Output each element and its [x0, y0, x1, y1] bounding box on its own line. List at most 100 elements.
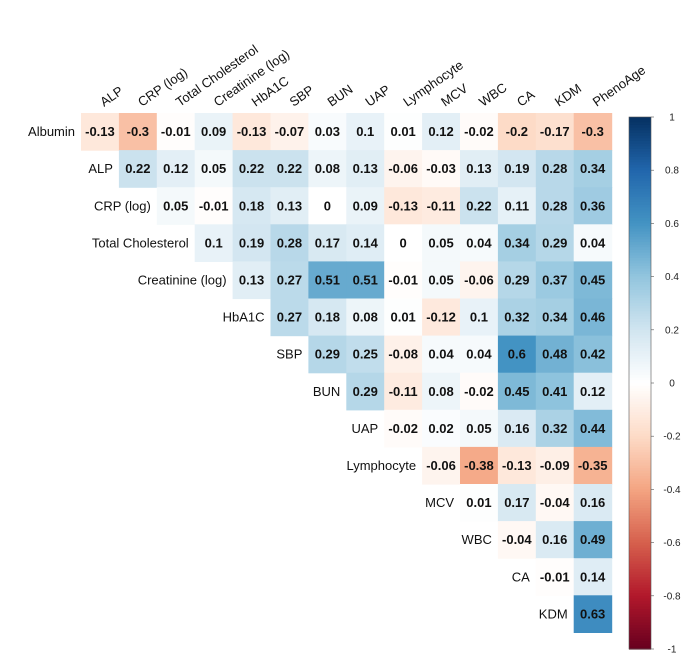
column-labels: ALP CRP (log)Total CholesterolCreatinine …: [97, 42, 648, 110]
heatmap-cell-albumin-crp-log: [118, 113, 158, 151]
color-legend-tick-label: -0.8: [663, 591, 681, 602]
heatmap-cell-alp-bun: [308, 150, 347, 188]
heatmap-cell-ca-kdm: [535, 558, 575, 596]
heatmap-cell-alp-uap: [346, 150, 385, 188]
color-legend-segment: [629, 186, 651, 190]
cell-value-label-hba1c-uap: 0.08: [353, 310, 378, 325]
row-label-albumin: Albumin: [28, 124, 75, 139]
heatmap-cell-albumin-alp: [81, 113, 120, 151]
color-legend-segment: [629, 308, 651, 312]
row-labels: Albumin ALP CRP (log) Total Cholesterol Crea…: [28, 124, 568, 621]
heatmap-cell-alp-creatinine-log: [194, 150, 234, 188]
color-legend-bar: [628, 116, 652, 650]
heatmap-cell-sbp-bun: [308, 335, 347, 374]
color-legend-segment: [629, 159, 651, 163]
heatmap-cell-alp-kdm: [535, 150, 575, 188]
color-legend-segment: [629, 555, 651, 560]
cell-value-label-alp-wbc: 0.13: [466, 161, 491, 176]
cell-value-label-sbp-phenoage: 0.42: [580, 347, 605, 362]
color-legend-segment: [629, 292, 651, 296]
color-legend-segment: [629, 119, 651, 123]
heatmap-cell-hba1c-kdm: [535, 298, 575, 337]
color-legend-segment: [629, 420, 651, 424]
heatmap-cell-total-cholesterol-kdm: [535, 224, 575, 262]
cell-value-label-uap-phenoage: 0.44: [580, 421, 606, 436]
heatmap-cell-crp-log-wbc: [460, 187, 499, 225]
color-legend-segment: [629, 582, 651, 586]
color-legend-segment: [629, 207, 651, 211]
cell-value-label-uap-kdm: 0.32: [542, 421, 567, 436]
color-legend-segment: [629, 191, 651, 195]
color-legend-segment: [629, 236, 651, 240]
heatmap-cell-albumin-uap: [346, 113, 385, 151]
color-legend-segment: [629, 531, 651, 536]
color-legend-segment: [629, 353, 651, 357]
cell-value-label-albumin-phenoage: -0.3: [581, 124, 603, 139]
cell-value-label-creatinine-log-phenoage: 0.45: [580, 272, 605, 287]
heatmap-cell-albumin-phenoage: [573, 113, 613, 151]
color-legend-segment: [629, 489, 651, 493]
cell-value-label-crp-log-total-cholesterol: 0.05: [163, 198, 188, 213]
cell-value-label-albumin-kdm: -0.17: [540, 124, 570, 139]
color-legend-segment: [629, 425, 651, 429]
heatmap-cell-crp-log-creatinine-log: [194, 187, 234, 225]
heatmap-cell-crp-log-hba1c: [232, 187, 272, 225]
cell-value-label-bun-uap: 0.29: [353, 384, 378, 399]
color-legend-segment: [629, 521, 651, 525]
color-legend-segment: [629, 204, 651, 209]
color-legend-segment: [629, 255, 651, 259]
color-legend-segment: [629, 284, 651, 288]
cell-value-label-creatinine-log-hba1c: 0.13: [239, 272, 264, 287]
color-legend-segment: [629, 324, 651, 328]
heatmap-cell-crp-log-ca: [497, 187, 537, 225]
cell-value-label-ca-kdm: -0.01: [540, 569, 570, 584]
cell-value-label-crp-log-uap: 0.09: [353, 198, 378, 213]
color-legend-segment: [629, 260, 651, 264]
color-legend-segment: [629, 268, 651, 272]
color-legend-segment: [629, 646, 651, 650]
color-legend-segment: [629, 180, 651, 185]
heatmap-cell-albumin-ca: [497, 113, 537, 151]
heatmap-cell-creatinine-log-hba1c: [232, 261, 272, 300]
heatmap-cell-sbp-ca: [497, 335, 537, 374]
color-legend-segment: [629, 441, 651, 445]
color-legend-segment: [629, 635, 651, 639]
cell-value-label-crp-log-sbp: 0.13: [277, 198, 302, 213]
color-legend-segment: [629, 579, 651, 584]
cell-value-label-albumin-total-cholesterol: -0.01: [161, 124, 191, 139]
heatmap-cell-albumin-wbc: [460, 113, 499, 151]
color-legend-segment: [629, 361, 651, 365]
cell-value-label-sbp-wbc: 0.04: [466, 347, 492, 362]
cell-value-label-bun-lymphocyte: -0.11: [389, 384, 418, 399]
color-legend-segment: [629, 438, 651, 443]
color-legend-segment: [629, 390, 651, 395]
color-legend-tick-label: -0.2: [663, 432, 681, 443]
color-legend-segment: [629, 279, 651, 283]
color-legend-segment: [629, 470, 651, 475]
row-label-kdm: KDM: [539, 606, 568, 621]
cell-value-label-alp-crp-log: 0.22: [125, 161, 150, 176]
heatmap-cell-alp-ca: [497, 150, 537, 188]
heatmap-cell-mcv-phenoage: [573, 484, 613, 522]
cell-value-label-total-cholesterol-wbc: 0.04: [466, 235, 492, 250]
heatmap-cell-crp-log-total-cholesterol: [156, 187, 196, 225]
cell-value-label-hba1c-phenoage: 0.46: [580, 310, 605, 325]
heatmap-cell-mcv-kdm: [535, 484, 575, 522]
heatmap-cell-alp-crp-log: [118, 150, 158, 188]
heatmap-cell-creatinine-log-wbc: [460, 261, 499, 300]
color-legend-segment: [629, 638, 651, 642]
color-legend-segment: [629, 545, 651, 549]
row-label-hba1c: HbA1C: [223, 310, 265, 325]
color-legend-segment: [629, 452, 651, 456]
cell-value-label-alp-sbp: 0.22: [277, 161, 302, 176]
heatmap-cell-lymphocyte-phenoage: [573, 446, 613, 485]
heatmap-cell-total-cholesterol-uap: [346, 224, 385, 262]
color-legend-segment: [629, 335, 651, 339]
row-label-crp-log: CRP (log): [94, 198, 151, 213]
color-legend-segment: [629, 406, 651, 411]
color-legend-segment: [629, 146, 651, 150]
color-legend-segment: [629, 558, 651, 562]
color-legend-segment: [629, 343, 651, 347]
heatmap-cell-bun-mcv: [422, 372, 461, 411]
heatmap-cell-hba1c-bun: [308, 298, 347, 337]
